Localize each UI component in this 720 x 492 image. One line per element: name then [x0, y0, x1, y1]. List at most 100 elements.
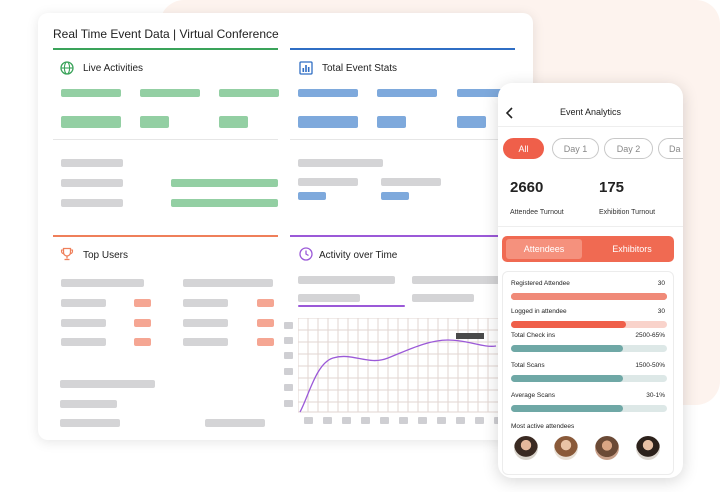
placeholder-bar	[140, 89, 200, 97]
filter-day-2[interactable]: Day 2	[604, 138, 653, 159]
tab-attendees[interactable]: Attendees	[506, 239, 582, 259]
placeholder-bar	[60, 380, 155, 388]
axis-tick	[323, 417, 332, 424]
tab-bar: Attendees Exhibitors	[502, 236, 674, 262]
placeholder-bar	[257, 319, 274, 327]
exhibition-turnout-label: Exhibition Turnout	[599, 209, 656, 216]
placeholder-bar	[61, 299, 106, 307]
metric-progress-fill	[511, 375, 624, 382]
placeholder-bar	[61, 179, 123, 187]
exhibition-turnout-value: 175	[599, 179, 625, 196]
dashboard-title: Real Time Event Data | Virtual Conferenc…	[53, 27, 279, 41]
metric-progress-track	[511, 345, 667, 352]
total-event-stats-underline	[290, 48, 515, 50]
metric-label: Total Check ins	[511, 332, 556, 339]
metric-progress-track	[511, 293, 667, 300]
axis-tick	[361, 417, 370, 424]
avatar[interactable]	[554, 436, 578, 460]
top-users-underline	[53, 235, 278, 237]
dashboard-panel: Real Time Event Data | Virtual Conferenc…	[38, 13, 533, 440]
section-title-top-users: Top Users	[83, 250, 129, 261]
axis-tick	[418, 417, 427, 424]
filter-day-3[interactable]: Da	[658, 138, 683, 159]
placeholder-bar	[60, 400, 117, 408]
avatar[interactable]	[595, 436, 619, 460]
axis-tick	[284, 352, 293, 359]
placeholder-bar	[298, 192, 326, 200]
divider	[53, 139, 278, 140]
chevron-left-icon[interactable]	[505, 107, 515, 119]
placeholder-bar	[412, 294, 474, 302]
attendee-turnout-label: Attendee Turnout	[510, 209, 564, 216]
avatar[interactable]	[636, 436, 660, 460]
phone-panel: Event Analytics All Day 1 Day 2 Da 2660 …	[498, 83, 683, 478]
section-title-activity-over-time: Activity over Time	[319, 250, 398, 261]
placeholder-bar	[171, 199, 278, 207]
axis-tick	[380, 417, 389, 424]
clock-icon	[299, 247, 313, 261]
axis-tick	[284, 400, 293, 407]
placeholder-bar	[171, 179, 278, 187]
placeholder-bar	[60, 419, 120, 427]
metric-progress-fill	[511, 405, 624, 412]
axis-tick	[456, 417, 465, 424]
axis-tick	[284, 322, 293, 329]
placeholder-bar	[61, 338, 106, 346]
axis-tick	[304, 417, 313, 424]
axis-tick	[284, 384, 293, 391]
placeholder-bar	[298, 294, 360, 302]
placeholder-bar	[257, 338, 274, 346]
axis-tick	[284, 337, 293, 344]
placeholder-bar	[257, 299, 274, 307]
placeholder-bar	[298, 178, 358, 186]
tab-exhibitors[interactable]: Exhibitors	[612, 244, 652, 254]
filter-all[interactable]: All	[503, 138, 544, 159]
bar-chart-icon	[299, 61, 313, 75]
metric-value: 30-1%	[646, 392, 665, 399]
placeholder-bar	[61, 89, 121, 97]
metric-value: 1500-50%	[635, 362, 665, 369]
avatar[interactable]	[514, 436, 538, 460]
live-activities-underline	[53, 48, 278, 50]
attendee-turnout-value: 2660	[510, 179, 544, 196]
metric-progress-track	[511, 405, 667, 412]
placeholder-bar	[298, 116, 358, 128]
placeholder-bar	[61, 199, 123, 207]
section-title-total-event-stats: Total Event Stats	[322, 63, 398, 74]
metric-progress-track	[511, 375, 667, 382]
placeholder-bar	[298, 89, 358, 97]
most-active-label: Most active attendees	[511, 423, 575, 430]
placeholder-bar	[183, 319, 228, 327]
placeholder-bar	[61, 319, 106, 327]
metric-label: Total Scans	[511, 362, 545, 369]
filter-day-1[interactable]: Day 1	[552, 138, 599, 159]
placeholder-bar	[183, 299, 228, 307]
placeholder-bar	[377, 89, 437, 97]
axis-tick	[284, 368, 293, 375]
metric-value: 2500-65%	[635, 332, 665, 339]
phone-title: Event Analytics	[559, 107, 622, 117]
axis-tick	[437, 417, 446, 424]
axis-tick	[342, 417, 351, 424]
placeholder-bar	[298, 159, 383, 167]
divider	[290, 139, 515, 140]
activity-over-time-underline	[290, 235, 515, 237]
metric-progress-fill	[511, 345, 624, 352]
placeholder-bar	[377, 116, 406, 128]
trophy-icon	[60, 247, 74, 261]
placeholder-bar	[457, 89, 517, 97]
placeholder-bar	[140, 116, 169, 128]
metric-progress-fill	[511, 293, 667, 300]
metric-label: Registered Attendee	[511, 280, 570, 287]
metric-progress-fill	[511, 321, 627, 328]
metrics-card: Registered Attendee 30 Logged in attendee 3…	[502, 271, 674, 475]
placeholder-bar	[61, 279, 144, 287]
placeholder-bar	[134, 338, 151, 346]
placeholder-bar	[61, 159, 123, 167]
placeholder-bar	[134, 299, 151, 307]
placeholder-bar	[183, 279, 273, 287]
placeholder-bar	[298, 276, 395, 284]
metric-value: 30	[657, 308, 665, 315]
globe-icon	[60, 61, 74, 75]
metric-label: Average Scans	[511, 392, 555, 399]
